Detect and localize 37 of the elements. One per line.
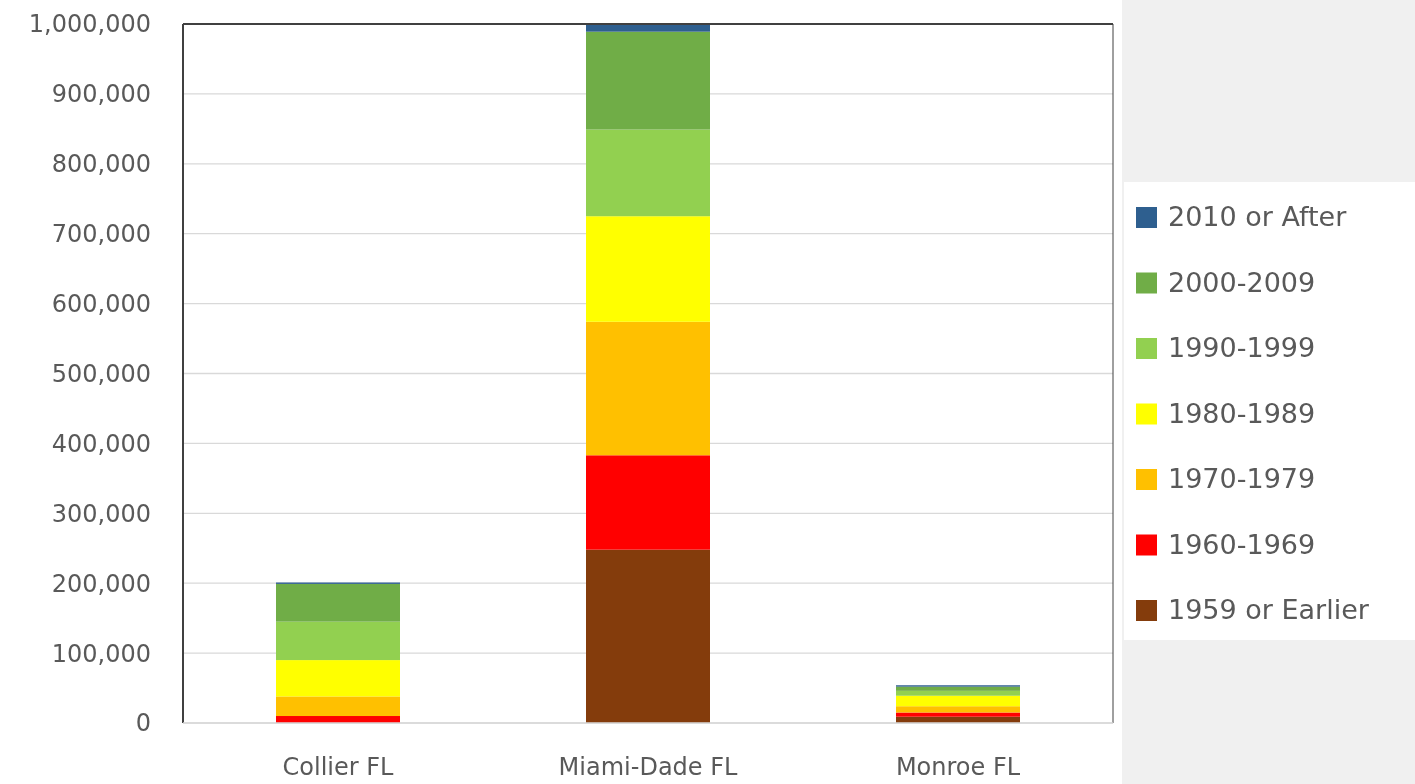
y-tick-label: 100,000 (51, 639, 151, 668)
y-tick-label: 0 (135, 709, 151, 738)
bar (896, 690, 1020, 696)
bar (586, 31, 710, 130)
bar (276, 696, 400, 717)
y-tick-label: 800,000 (51, 150, 151, 179)
bar (896, 695, 1020, 707)
y-tick-label: 700,000 (51, 220, 151, 249)
bar (586, 455, 710, 550)
bar (586, 216, 710, 322)
bar (586, 129, 710, 217)
bar (276, 583, 400, 622)
bar (896, 706, 1020, 713)
bar (276, 621, 400, 661)
legend-label: 1960-1969 (1168, 528, 1316, 560)
y-tick-label: 300,000 (51, 499, 151, 528)
bar (276, 660, 400, 697)
legend-label: 1990-1999 (1168, 332, 1316, 364)
y-tick-label: 900,000 (51, 80, 151, 109)
y-tick-label: 1,000,000 (28, 10, 151, 39)
legend-label: 2010 or After (1168, 201, 1348, 233)
y-tick-label: 600,000 (51, 290, 151, 318)
x-tick-label: Monroe FL (895, 753, 1021, 781)
y-tick-label: 400,000 (51, 429, 151, 458)
y-tick-label: 500,000 (51, 359, 151, 388)
legend-label: 1970-1979 (1168, 463, 1316, 495)
legend-label: 1980-1989 (1168, 397, 1316, 429)
legend-label: 1959 or Earlier (1168, 594, 1370, 626)
y-tick-label: 200,000 (51, 569, 151, 598)
legend-label: 2000-2009 (1168, 266, 1316, 298)
bar (586, 321, 710, 456)
x-tick-label: Miami-Dade FL (558, 753, 739, 781)
bar (586, 24, 710, 32)
bar (896, 686, 1020, 691)
x-tick-label: Collier FL (282, 753, 395, 781)
bar (586, 549, 710, 723)
bar (896, 712, 1020, 717)
